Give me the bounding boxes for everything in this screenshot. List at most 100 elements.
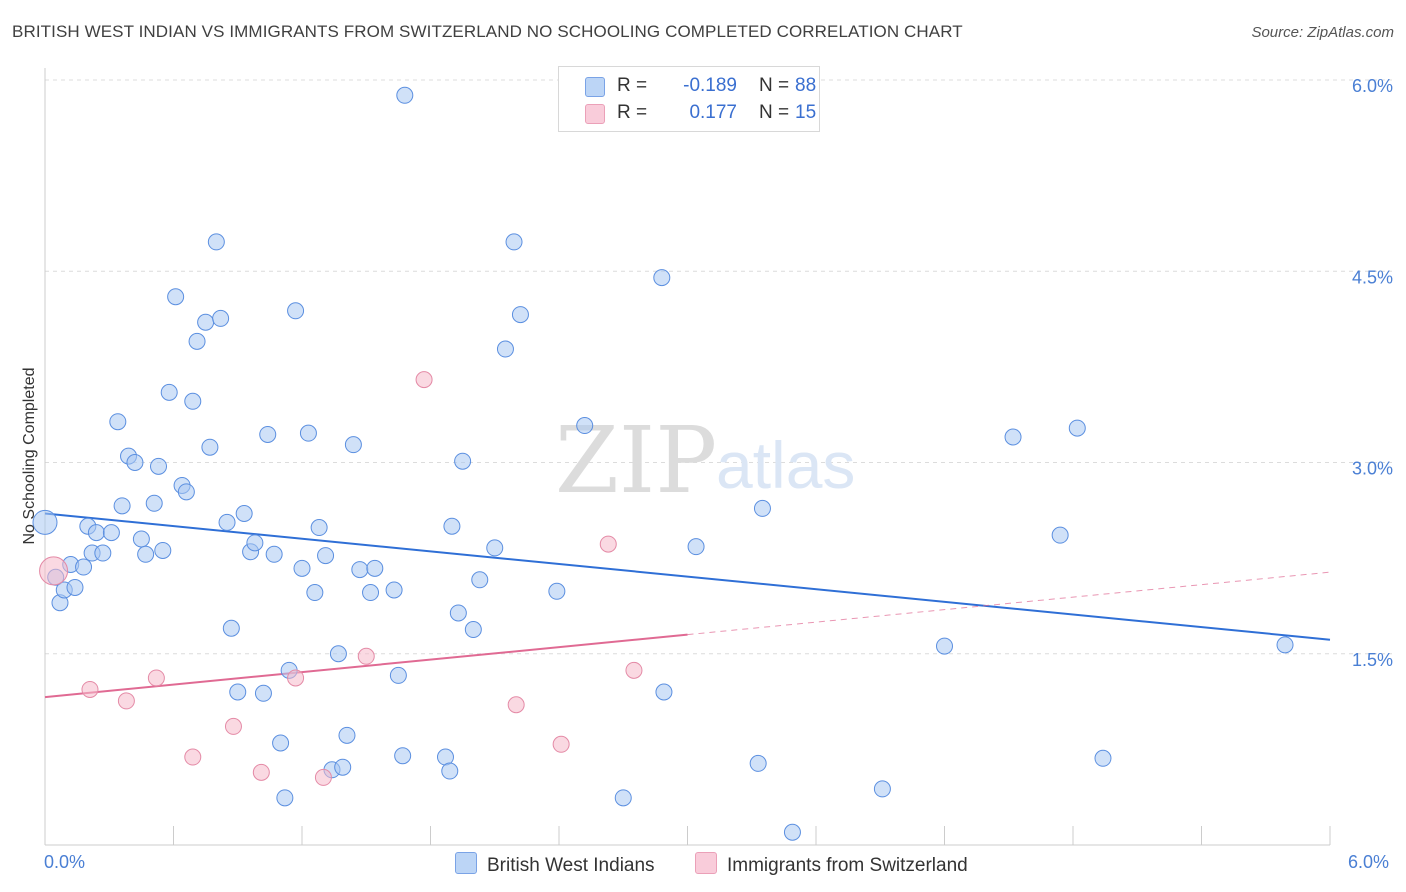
point-british-west-indians: [334, 758, 352, 776]
point-british-west-indians: [653, 269, 671, 287]
chart-title: BRITISH WEST INDIAN VS IMMIGRANTS FROM S…: [12, 22, 963, 41]
point-british-west-indians: [614, 789, 632, 807]
trend-line-extension: [687, 571, 1331, 636]
point-british-west-indians: [576, 417, 594, 435]
point-british-west-indians: [454, 452, 472, 470]
legend-n-value: 88: [795, 75, 817, 96]
point-british-west-indians: [1068, 419, 1086, 437]
point-british-west-indians: [329, 645, 347, 663]
legend-n-value: 15: [795, 102, 817, 123]
legend-n-label: N =: [759, 75, 790, 96]
point-british-west-indians: [212, 309, 230, 327]
point-british-west-indians: [150, 457, 168, 475]
point-british-west-indians: [394, 747, 412, 765]
point-british-west-indians: [201, 438, 219, 456]
point-british-west-indians: [246, 534, 264, 552]
point-british-west-indians: [505, 233, 523, 251]
point-british-west-indians: [338, 726, 356, 744]
point-immigrants-from-switzerland: [287, 669, 305, 687]
point-british-west-indians: [389, 666, 407, 684]
point-british-west-indians: [441, 762, 459, 780]
point-british-west-indians: [471, 571, 489, 589]
point-british-west-indians: [749, 754, 767, 772]
point-british-west-indians: [655, 683, 673, 701]
point-british-west-indians: [87, 524, 105, 542]
point-british-west-indians: [184, 392, 202, 410]
point-british-west-indians: [443, 517, 461, 535]
data-points: [32, 86, 1294, 841]
point-british-west-indians: [362, 584, 380, 602]
point-immigrants-from-switzerland: [552, 735, 570, 753]
point-british-west-indians: [113, 497, 131, 515]
point-british-west-indians: [366, 559, 384, 577]
point-british-west-indians: [351, 561, 369, 579]
point-immigrants-from-switzerland: [507, 696, 525, 714]
y-tick-label: 3.0%: [1352, 459, 1393, 479]
point-immigrants-from-switzerland: [184, 748, 202, 766]
point-british-west-indians: [687, 538, 705, 556]
y-tick-label: 6.0%: [1352, 76, 1393, 96]
point-british-west-indians: [511, 306, 529, 324]
point-british-west-indians: [385, 581, 403, 599]
point-british-west-indians: [218, 513, 236, 531]
point-british-west-indians: [299, 424, 317, 442]
point-british-west-indians: [137, 545, 155, 563]
point-british-west-indians: [126, 454, 144, 471]
point-british-west-indians: [293, 559, 311, 577]
y-axis-label: No Schooling Completed: [21, 368, 38, 545]
legend-r-label: R =: [617, 75, 648, 96]
point-british-west-indians: [177, 483, 195, 501]
axes: [44, 68, 1331, 846]
x-tick-min: 0.0%: [44, 852, 86, 872]
point-british-west-indians: [145, 494, 163, 512]
point-british-west-indians: [272, 734, 290, 752]
point-british-west-indians: [310, 519, 328, 537]
legend-r-value: -0.189: [683, 75, 737, 96]
point-british-west-indians: [254, 684, 272, 702]
y-tick-labels: 1.5% 3.0% 4.5% 6.0%: [1352, 76, 1393, 670]
point-british-west-indians: [265, 545, 283, 563]
bottom-legend-british-west-indians: British West Indians: [455, 852, 655, 877]
point-immigrants-from-switzerland: [415, 371, 433, 389]
y-tick-label: 4.5%: [1352, 267, 1393, 287]
point-british-west-indians: [188, 332, 206, 350]
point-british-west-indians: [317, 547, 335, 565]
legend-r-value: 0.177: [689, 102, 737, 123]
point-immigrants-from-switzerland: [599, 535, 617, 553]
point-british-west-indians: [207, 233, 225, 251]
bottom-legend-immigrants-from-switzerland: Immigrants from Switzerland: [695, 852, 968, 877]
point-british-west-indians: [132, 530, 150, 548]
point-british-west-indians: [109, 413, 127, 431]
legend-n-label: N =: [759, 102, 790, 123]
point-british-west-indians: [306, 584, 324, 602]
point-immigrants-from-switzerland: [314, 768, 332, 786]
legend-swatch-blue: [585, 77, 605, 97]
x-tick-max: 6.0%: [1348, 852, 1390, 872]
point-british-west-indians: [486, 539, 504, 557]
point-british-west-indians: [548, 582, 566, 600]
point-british-west-indians: [936, 637, 953, 655]
point-british-west-indians: [32, 509, 58, 535]
trend-lines: [44, 512, 1331, 699]
point-british-west-indians: [66, 578, 84, 596]
point-british-west-indians: [396, 86, 414, 104]
watermark: ZIP atlas: [555, 407, 855, 514]
bottom-legend-label: Immigrants from Switzerland: [727, 855, 968, 876]
trend-line-british-west-indians: [44, 512, 1331, 641]
point-british-west-indians: [229, 683, 247, 701]
point-british-west-indians: [1276, 636, 1294, 654]
watermark-atlas: atlas: [716, 428, 855, 502]
point-immigrants-from-switzerland: [357, 647, 375, 665]
point-british-west-indians: [75, 558, 93, 576]
point-immigrants-from-switzerland: [117, 692, 135, 710]
point-immigrants-from-switzerland: [252, 763, 270, 781]
point-british-west-indians: [259, 425, 277, 443]
point-british-west-indians: [102, 524, 120, 542]
bottom-legend-swatch-blue: [455, 852, 477, 874]
point-british-west-indians: [449, 604, 467, 622]
point-british-west-indians: [344, 436, 362, 454]
point-british-west-indians: [753, 499, 771, 517]
point-british-west-indians: [154, 541, 172, 559]
point-immigrants-from-switzerland: [147, 669, 165, 687]
bottom-legend-swatch-pink: [695, 852, 717, 874]
